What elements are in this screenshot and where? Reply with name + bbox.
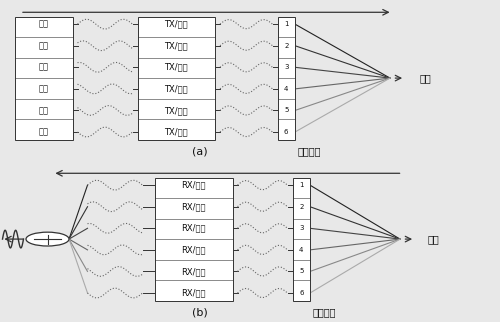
Text: (a): (a) — [192, 146, 208, 156]
Text: RX/延迟: RX/延迟 — [182, 245, 206, 254]
Text: TX/延迟: TX/延迟 — [164, 84, 188, 93]
Text: 控制: 控制 — [39, 106, 49, 115]
Text: 6: 6 — [299, 290, 304, 296]
Text: RX/延迟: RX/延迟 — [182, 289, 206, 298]
Text: (b): (b) — [192, 307, 208, 317]
Text: TX/延迟: TX/延迟 — [164, 128, 188, 137]
Text: 目标: 目标 — [420, 73, 432, 83]
Text: RX/延迟: RX/延迟 — [182, 267, 206, 276]
Text: 4: 4 — [284, 86, 288, 92]
Text: 5: 5 — [299, 269, 304, 274]
Text: 6: 6 — [284, 129, 288, 135]
Text: 1: 1 — [299, 182, 304, 188]
Text: TX/延迟: TX/延迟 — [164, 20, 188, 29]
Text: 2: 2 — [284, 43, 288, 49]
Text: 阵列元素: 阵列元素 — [312, 307, 336, 317]
Text: TX/延迟: TX/延迟 — [164, 106, 188, 115]
Text: 4: 4 — [299, 247, 304, 253]
Text: RX/延迟: RX/延迟 — [182, 224, 206, 233]
Text: 2: 2 — [299, 204, 304, 210]
Text: 1: 1 — [284, 21, 288, 27]
Text: TX/延迟: TX/延迟 — [164, 63, 188, 72]
Text: 5: 5 — [284, 108, 288, 113]
Text: 控制: 控制 — [39, 63, 49, 72]
Text: 阵列元素: 阵列元素 — [298, 146, 321, 156]
Text: RX/延迟: RX/延迟 — [182, 181, 206, 190]
Text: 控制: 控制 — [39, 41, 49, 50]
Text: 3: 3 — [284, 64, 288, 70]
Bar — [278, 17, 295, 139]
Text: 控制: 控制 — [39, 84, 49, 93]
Text: TX/延迟: TX/延迟 — [164, 41, 188, 50]
Bar — [15, 17, 72, 139]
Text: 控制: 控制 — [39, 20, 49, 29]
Bar — [138, 17, 215, 139]
Bar — [155, 178, 232, 300]
Text: 控制: 控制 — [39, 128, 49, 137]
Text: 目标: 目标 — [428, 234, 440, 244]
Circle shape — [26, 232, 69, 246]
Text: RX/延迟: RX/延迟 — [182, 202, 206, 211]
Text: 3: 3 — [299, 225, 304, 231]
Bar — [292, 178, 310, 300]
